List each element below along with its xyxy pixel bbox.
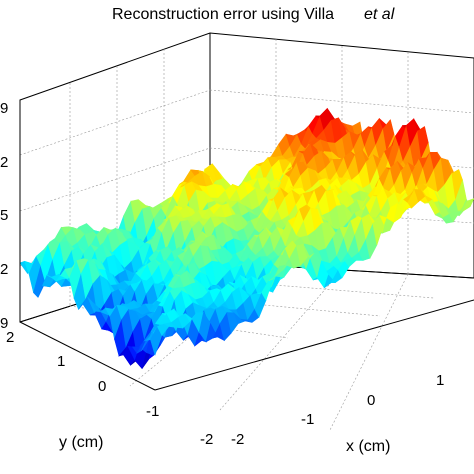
surface-patch	[462, 198, 474, 212]
chart-title: Reconstruction error using Villa	[112, 6, 334, 23]
z-tick-labels: 9 2 5 2 9	[0, 100, 8, 332]
x-tick-label: 0	[367, 392, 375, 409]
x-tick-label: -2	[231, 431, 244, 448]
z-tick-label: 9	[0, 315, 8, 332]
chart-title-suffix: et al	[364, 6, 395, 23]
z-tick-label: 2	[0, 154, 8, 171]
z-tick-label: 5	[0, 207, 8, 224]
y-tick-label: 0	[98, 378, 106, 395]
y-tick-label: 1	[57, 353, 65, 370]
y-tick-label: 2	[6, 329, 14, 346]
y-tick-labels: -2 -1 0 1 2	[6, 329, 213, 448]
y-tick-label: -2	[200, 431, 213, 448]
y-axis-label: y (cm)	[59, 434, 103, 451]
x-tick-label: -1	[301, 411, 314, 428]
x-axis-label: x (cm)	[346, 438, 390, 455]
x-tick-label: 1	[436, 372, 444, 389]
y-tick-label: -1	[146, 403, 159, 420]
surface-mesh	[19, 107, 474, 370]
x-tick-labels: -2 -1 0 1	[231, 372, 444, 448]
floor-edges	[19, 100, 474, 391]
z-tick-label: 2	[0, 261, 8, 278]
z-tick-label: 9	[0, 100, 8, 117]
